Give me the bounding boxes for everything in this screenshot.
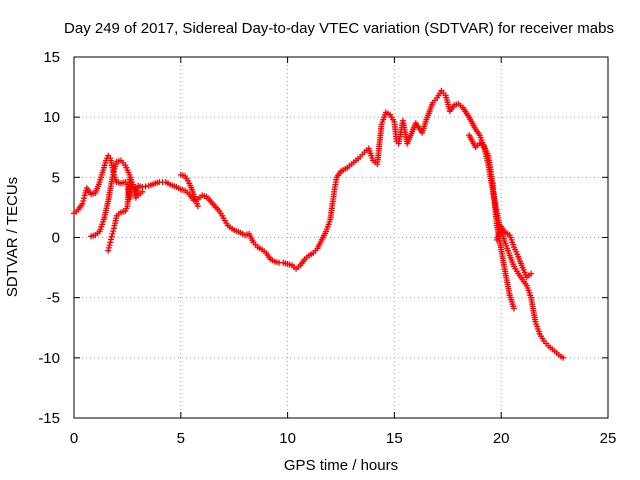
y-axis-label: SDTVAR / TECUs (4, 177, 21, 297)
data-point (80, 198, 87, 204)
data-point (107, 239, 114, 246)
x-tick-label: 20 (493, 430, 510, 447)
data-point (511, 305, 517, 312)
data-point (81, 195, 87, 202)
y-tick-label: -10 (38, 350, 60, 367)
data-point (108, 233, 115, 240)
data-point (127, 179, 134, 186)
data-point (128, 182, 134, 189)
x-axis-label: GPS time / hours (284, 457, 398, 474)
y-tick-label: 5 (52, 169, 60, 186)
data-point (560, 354, 567, 361)
tick-layer: 0 5 10 15 20 25 -15 -10 -5 0 5 10 15 (38, 49, 616, 447)
data-point (139, 188, 146, 195)
y-tick-label: -5 (47, 290, 60, 307)
data-point (528, 270, 535, 277)
data-point (108, 236, 114, 243)
data-point (106, 242, 113, 249)
data-point (110, 168, 117, 175)
data-point (105, 244, 112, 251)
data-point (110, 225, 117, 232)
data-point (128, 185, 135, 192)
data-point (126, 176, 133, 183)
data-point (105, 247, 112, 254)
data-point (79, 200, 86, 207)
data-layer (71, 87, 567, 361)
x-tick-label: 0 (70, 430, 78, 447)
chart-title: Day 249 of 2017, Sidereal Day-to-day VTE… (64, 20, 614, 37)
x-tick-label: 15 (386, 430, 403, 447)
data-point (110, 171, 117, 178)
data-point (109, 174, 116, 181)
x-tick-label: 10 (279, 430, 296, 447)
y-tick-label: -15 (38, 410, 60, 427)
y-tick-label: 0 (52, 230, 60, 247)
y-tick-label: 15 (43, 49, 60, 66)
y-tick-label: 10 (43, 109, 60, 126)
x-tick-label: 25 (600, 430, 617, 447)
data-point (109, 230, 116, 237)
data-point (194, 203, 201, 210)
x-tick-label: 5 (177, 430, 185, 447)
data-point (110, 228, 117, 235)
grid-layer (74, 57, 608, 418)
